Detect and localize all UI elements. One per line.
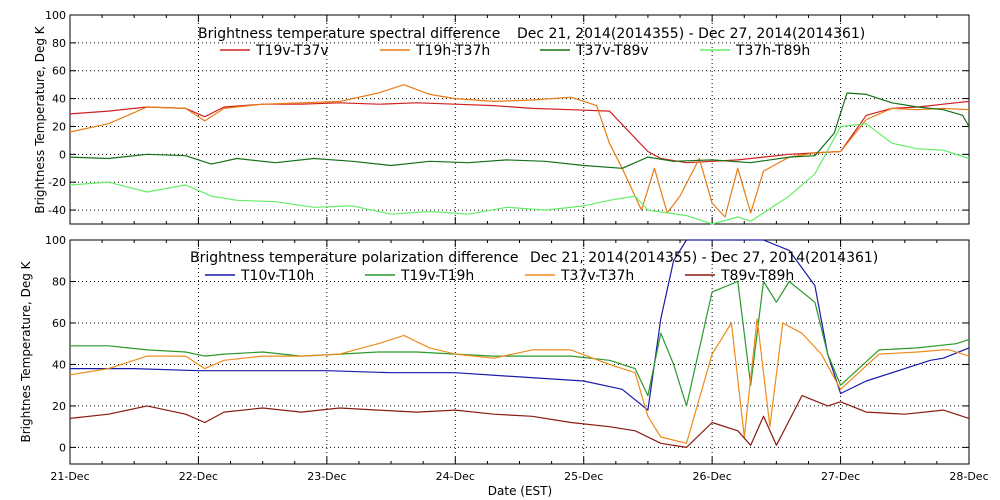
series-line-t37h-t89h xyxy=(69,123,970,225)
legend-label: T10v-T10h xyxy=(240,268,314,284)
chart-title: Brightness temperature spectral differen… xyxy=(198,26,500,42)
y-tick-label: 20 xyxy=(52,120,66,133)
y-tick-label: 60 xyxy=(52,65,66,78)
legend: T19v-T37v T19h-T37h T37v-T89v T37h-T89h xyxy=(220,43,810,59)
polarization-difference-panel: 0 20 40 60 80 100 21-Dec 22-Dec 23-Dec 24-Dec 25-… xyxy=(19,234,989,498)
y-tick-label: 40 xyxy=(52,93,66,106)
series-line-t37v-t89v xyxy=(69,92,970,169)
x-axis: 21-Dec 22-Dec 23-Dec 24-Dec 25-Dec 26-Dec 27-D… xyxy=(50,470,988,483)
legend-label: T19v-T37v xyxy=(255,43,329,59)
series-lines xyxy=(69,239,970,448)
legend-label: T37v-T37h xyxy=(560,268,634,284)
chart-date-range: Dec 21, 2014(2014355) - Dec 27, 2014(201… xyxy=(517,26,865,42)
series-line-t37v-t37h xyxy=(69,318,970,444)
y-tick-label: 100 xyxy=(45,9,66,22)
y-tick-label: 100 xyxy=(45,234,66,247)
y-tick-label: 60 xyxy=(52,317,66,330)
y-axis-label: Brightness Temperature, Deg K xyxy=(33,25,47,213)
y-tick-label: 20 xyxy=(52,400,66,413)
y-tick-label: 80 xyxy=(52,37,66,50)
series-line-t89v-t89h xyxy=(69,395,970,448)
x-tick-label: 28-Dec xyxy=(949,470,988,483)
series-line-t10v-t10h xyxy=(70,239,970,411)
y-axis-label: Brightnes Temperature, Deg K xyxy=(19,260,33,442)
grid xyxy=(70,15,969,224)
y-tick-label: -40 xyxy=(48,204,66,217)
series-lines xyxy=(69,84,970,225)
x-tick-label: 26-Dec xyxy=(693,470,732,483)
legend-label: T19v-T19h xyxy=(400,268,474,284)
x-axis-label: Date (EST) xyxy=(488,484,552,498)
x-tick-label: 21-Dec xyxy=(50,470,89,483)
spectral-difference-panel: -40 -20 0 20 40 60 80 100 Brightness temperatur… xyxy=(33,9,970,225)
y-tick-label: 40 xyxy=(52,358,66,371)
y-tick-label: 80 xyxy=(52,275,66,288)
y-axis: 0 20 40 60 80 100 xyxy=(45,234,970,464)
chart-date-range: Dec 21, 2014(2014355) - Dec 27, 2014(201… xyxy=(530,250,878,266)
x-tick-label: 27-Dec xyxy=(821,470,860,483)
y-tick-label: 0 xyxy=(59,148,66,161)
y-tick-label: 0 xyxy=(59,441,66,454)
legend: T10v-T10h T19v-T19h T37v-T37h T89v-T89h xyxy=(205,268,794,284)
grid xyxy=(70,240,969,464)
series-line-t19v-t19h xyxy=(70,280,970,407)
x-tick-label: 23-Dec xyxy=(307,470,346,483)
x-tick-label: 25-Dec xyxy=(564,470,603,483)
chart-title: Brightness temperature polarization diff… xyxy=(190,250,519,266)
legend-label: T37h-T89h xyxy=(735,43,810,59)
x-tick-label: 22-Dec xyxy=(179,470,218,483)
legend-label: T37v-T89v xyxy=(575,43,649,59)
legend-label: T19h-T37h xyxy=(415,43,490,59)
y-tick-label: -20 xyxy=(48,176,66,189)
y-axis: -40 -20 0 20 40 60 80 100 xyxy=(45,9,970,224)
legend-label: T89v-T89h xyxy=(720,268,794,284)
x-tick-label: 24-Dec xyxy=(436,470,475,483)
